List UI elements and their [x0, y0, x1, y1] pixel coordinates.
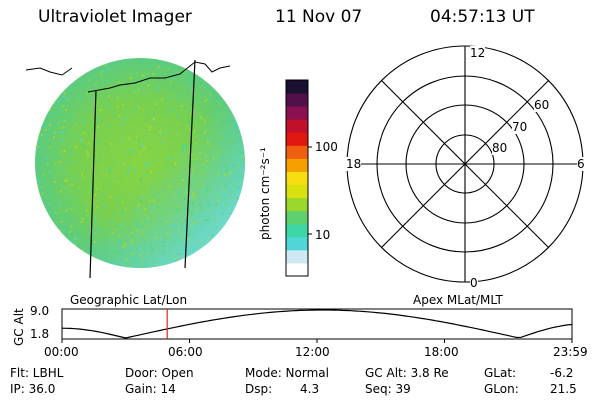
seq-info: Seq: 39: [365, 382, 411, 396]
apex-label: Apex MLat/MLT: [413, 293, 503, 307]
colorbar-segment: [286, 106, 308, 120]
gc-alt-info: GC Alt: 3.8 Re: [365, 366, 449, 380]
timeline-ytick-1-8: 1.8: [30, 327, 50, 341]
mlt-label-18: 18: [346, 157, 362, 171]
colorbar-segment: [286, 236, 308, 251]
coastline: [25, 61, 231, 93]
colorbar-segment: [286, 145, 308, 159]
altitude-curve: [61, 309, 573, 339]
dsp-value: 4.3: [300, 382, 320, 396]
date-label: 11 Nov 07: [275, 7, 363, 27]
mlt-label-6: 6: [577, 157, 585, 171]
colorbar-segment: [286, 80, 308, 94]
timeline-frame: [61, 308, 573, 340]
timeline-ylabel: GC Alt: [12, 308, 26, 346]
uv-image-panel: [25, 58, 245, 279]
lat-label-60: 60: [534, 98, 550, 112]
glat-value: -6.2: [550, 366, 574, 380]
timeline-xtick: 06:00: [168, 345, 203, 359]
timeline-xtick: 12:00: [295, 345, 330, 359]
ip-info: IP: 36.0: [10, 382, 56, 396]
timeline-xtick: 18:00: [424, 345, 459, 359]
longitude-line: [89, 89, 97, 279]
dsp-label: Dsp:: [245, 382, 273, 396]
colorbar-segment: [286, 249, 308, 264]
timeline-xtick: 00:00: [44, 345, 79, 359]
colorbar-label: photon cm⁻²s⁻¹: [258, 147, 272, 240]
colorbar: [285, 79, 312, 277]
longitude-line: [184, 59, 196, 269]
glon-value: 21.5: [550, 382, 577, 396]
time-label: 04:57:13 UT: [430, 7, 535, 27]
colorbar-tick-10: 10: [315, 228, 331, 242]
timeline-ytick-9: 9.0: [30, 304, 50, 318]
mlt-label-0: 0: [470, 276, 478, 290]
colorbar-segment: [286, 184, 308, 199]
door-info: Door: Open: [125, 366, 194, 380]
colorbar-tick-100: 100: [315, 140, 338, 154]
mode-info: Mode: Normal: [245, 366, 329, 380]
gain-info: Gain: 14: [125, 382, 176, 396]
colorbar-segment: [286, 158, 308, 172]
colorbar-segment: [286, 223, 308, 238]
lat-label-70: 70: [512, 120, 528, 134]
glon-label: GLon:: [484, 382, 519, 396]
mlt-label-12: 12: [470, 46, 486, 60]
lat-label-80: 80: [492, 141, 508, 155]
colorbar-segment: [286, 210, 308, 225]
colorbar-segment: [286, 119, 308, 133]
colorbar-segment: [286, 132, 308, 146]
filter-info: Flt: LBHL: [10, 366, 64, 380]
geographic-label: Geographic Lat/Lon: [70, 293, 188, 307]
timeline-xtick: 23:59: [553, 345, 588, 359]
colorbar-segment: [286, 262, 308, 277]
instrument-title: Ultraviolet Imager: [38, 7, 192, 27]
glat-label: GLat:: [484, 366, 517, 380]
colorbar-segment: [286, 171, 308, 186]
polar-grid: [346, 45, 584, 283]
colorbar-segment: [286, 93, 308, 107]
altitude-timeline: [61, 308, 573, 343]
colorbar-segment: [286, 197, 308, 212]
